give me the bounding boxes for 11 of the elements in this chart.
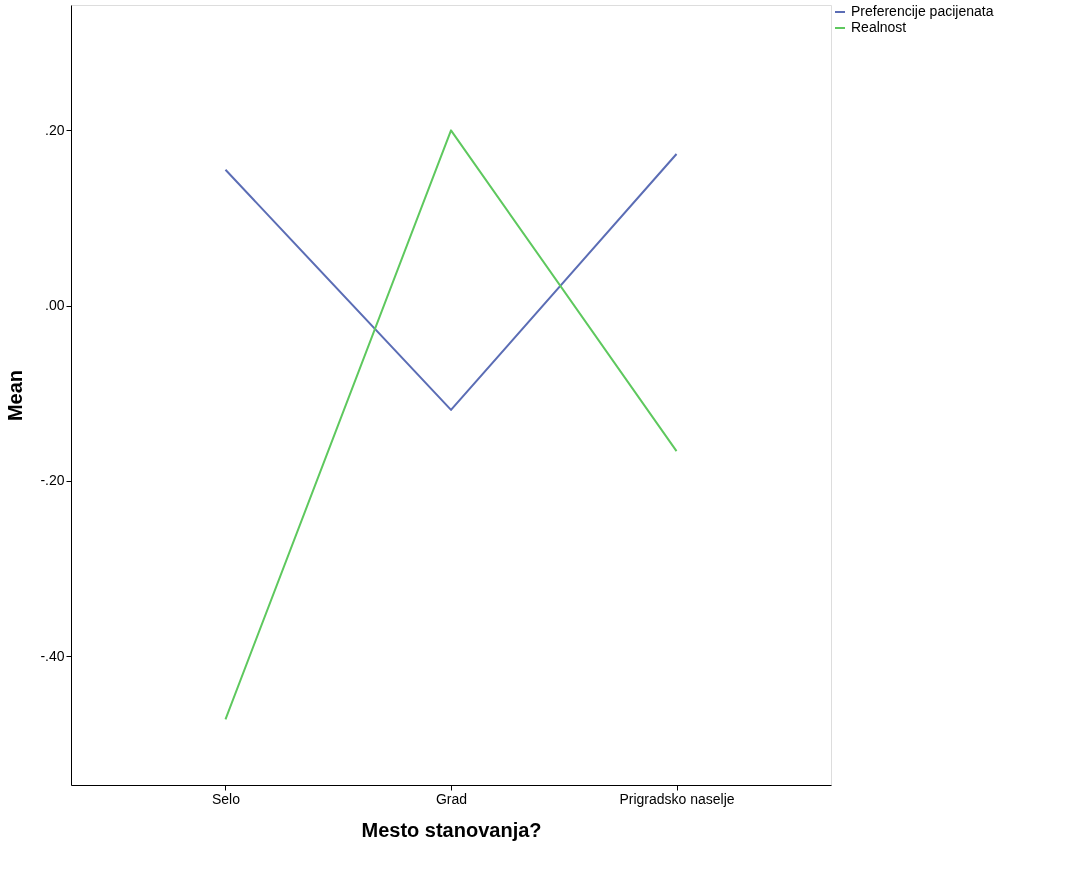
x-tick-label: Prigradsko naselje [619, 790, 735, 807]
x-axis-title: Mesto stanovanja? [361, 818, 542, 841]
y-axis-title: Mean [4, 369, 27, 422]
x-tick-label: Selo [211, 790, 241, 807]
y-tick-label: .20 [45, 121, 65, 138]
y-tick-label: -.20 [40, 472, 65, 489]
x-tick-label: Grad [435, 790, 468, 807]
legend-label: Realnost [851, 19, 907, 35]
legend-label: Preferencije pacijenata [851, 3, 994, 19]
y-tick-label: .00 [45, 297, 65, 314]
y-tick-label: -.40 [40, 647, 65, 664]
